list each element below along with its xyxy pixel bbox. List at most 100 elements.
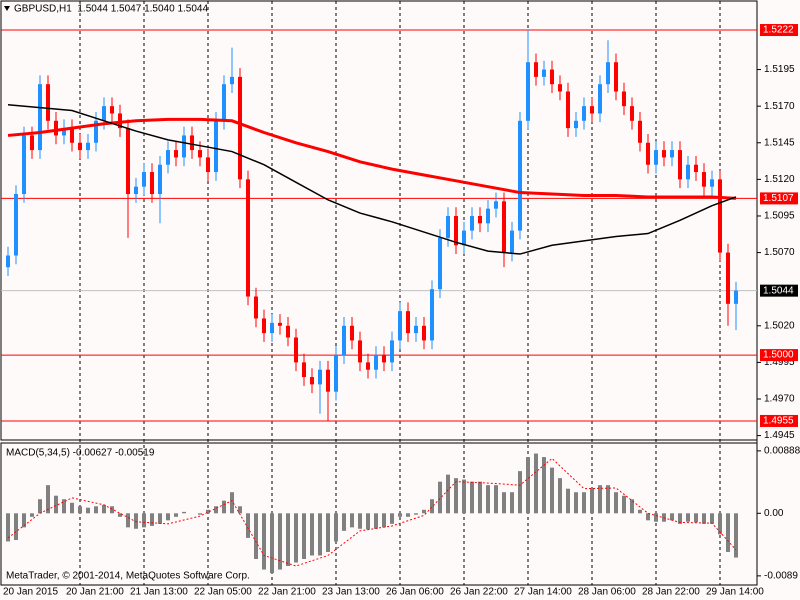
candle-body (230, 76, 234, 85)
x-tick-label: 22 Jan 21:00 (258, 587, 316, 598)
macd-bar (726, 513, 730, 552)
macd-bar (102, 504, 106, 514)
candle-body (6, 255, 10, 268)
y-tick-label: 1.4945 (764, 430, 795, 441)
macd-bar (54, 495, 58, 514)
macd-bar (382, 513, 386, 528)
moving-average (7, 103, 737, 255)
macd-bar (486, 485, 490, 514)
macd-bar (326, 513, 330, 552)
y-tick-label: 1.4970 (764, 394, 795, 405)
candle-body (654, 150, 658, 165)
candle-body (270, 322, 274, 334)
macd-bar (366, 513, 370, 530)
last-price-label: 1.5044 (763, 285, 794, 296)
macd-bar (390, 513, 394, 524)
candle-body (374, 355, 378, 370)
macd-bar (374, 513, 378, 529)
macd-bar (430, 499, 434, 514)
candle-body (502, 201, 506, 253)
level-label: 1.5107 (763, 193, 794, 204)
candle-body (734, 290, 738, 304)
y-tick-label: 1.5095 (764, 211, 795, 222)
macd-bar (110, 506, 114, 514)
level-label-box (760, 192, 798, 205)
macd-bar (278, 513, 282, 570)
macd-bar (302, 513, 306, 559)
candle-body (70, 128, 74, 143)
macd-bar (134, 513, 138, 529)
candle-body (78, 142, 82, 151)
level-label: 1.4955 (763, 416, 794, 427)
macd-bar (262, 513, 266, 570)
macd-bar (206, 509, 210, 514)
macd-bar (502, 492, 506, 514)
macd-bar (142, 513, 146, 528)
candle-body (278, 322, 282, 326)
macd-bar (294, 513, 298, 563)
macd-bar (214, 506, 218, 514)
y-tick-label: 1.5195 (764, 64, 795, 75)
macd-bar (558, 478, 562, 514)
candle-body (358, 340, 362, 363)
candle-body (462, 230, 466, 246)
macd-bar (414, 513, 418, 515)
x-tick-label: 27 Jan 14:00 (514, 587, 572, 598)
candle-body (414, 325, 418, 334)
macd-bar (358, 513, 362, 529)
y-tick-label: 1.4995 (764, 357, 795, 368)
macd-bar (62, 499, 66, 514)
level-label-box (760, 414, 798, 427)
candle-body (30, 135, 34, 151)
candle-body (238, 76, 242, 180)
macd-bar (622, 495, 626, 514)
candle-body (518, 120, 522, 231)
macd-bar (198, 513, 202, 515)
candle-body (398, 311, 402, 341)
candle-body (342, 325, 346, 356)
macd-bar (182, 511, 186, 514)
macd-bar (630, 499, 634, 514)
candle-body (134, 186, 138, 195)
macd-bar (550, 467, 554, 514)
candle-body (318, 369, 322, 385)
candle-body (198, 150, 202, 158)
y-tick-label: 0.00888 (764, 446, 800, 457)
macd-bar (710, 513, 714, 524)
x-tick-label: 20 Jan 21:00 (66, 587, 124, 598)
candle-body (574, 120, 578, 129)
y-tick-label: 1.5070 (764, 247, 795, 258)
candle-body (534, 62, 538, 77)
candle-body (542, 69, 546, 77)
candle-body (302, 362, 306, 378)
candle-body (446, 215, 450, 238)
candle-body (158, 164, 162, 195)
macd-bar (166, 513, 170, 521)
candle-body (126, 128, 130, 195)
candle-body (662, 150, 666, 158)
macd-bar (6, 513, 10, 542)
candle-body (710, 179, 714, 187)
macd-bar (398, 513, 402, 517)
candle-body (142, 172, 146, 187)
candle-body (350, 325, 354, 341)
candle-body (526, 62, 530, 121)
chart-title: GBPUSD,H1 1.5044 1.5047 1.5040 1.5044 (14, 4, 208, 15)
candle-body (478, 215, 482, 224)
candle-body (38, 84, 42, 151)
candle-body (326, 369, 330, 392)
macd-bar (246, 513, 250, 538)
x-tick-label: 29 Jan 14:00 (706, 587, 764, 598)
candle-body (182, 135, 186, 158)
candle-body (558, 84, 562, 92)
candle-body (286, 325, 290, 338)
candle-body (174, 150, 178, 158)
macd-bar (406, 513, 410, 517)
y-tick-label: -0.0089 (764, 571, 798, 582)
candle-body (454, 215, 458, 246)
candle-body (406, 311, 410, 334)
candle-body (150, 172, 154, 195)
menu-icon[interactable] (4, 6, 10, 11)
macd-bar (542, 457, 546, 514)
macd-bar (494, 485, 498, 514)
